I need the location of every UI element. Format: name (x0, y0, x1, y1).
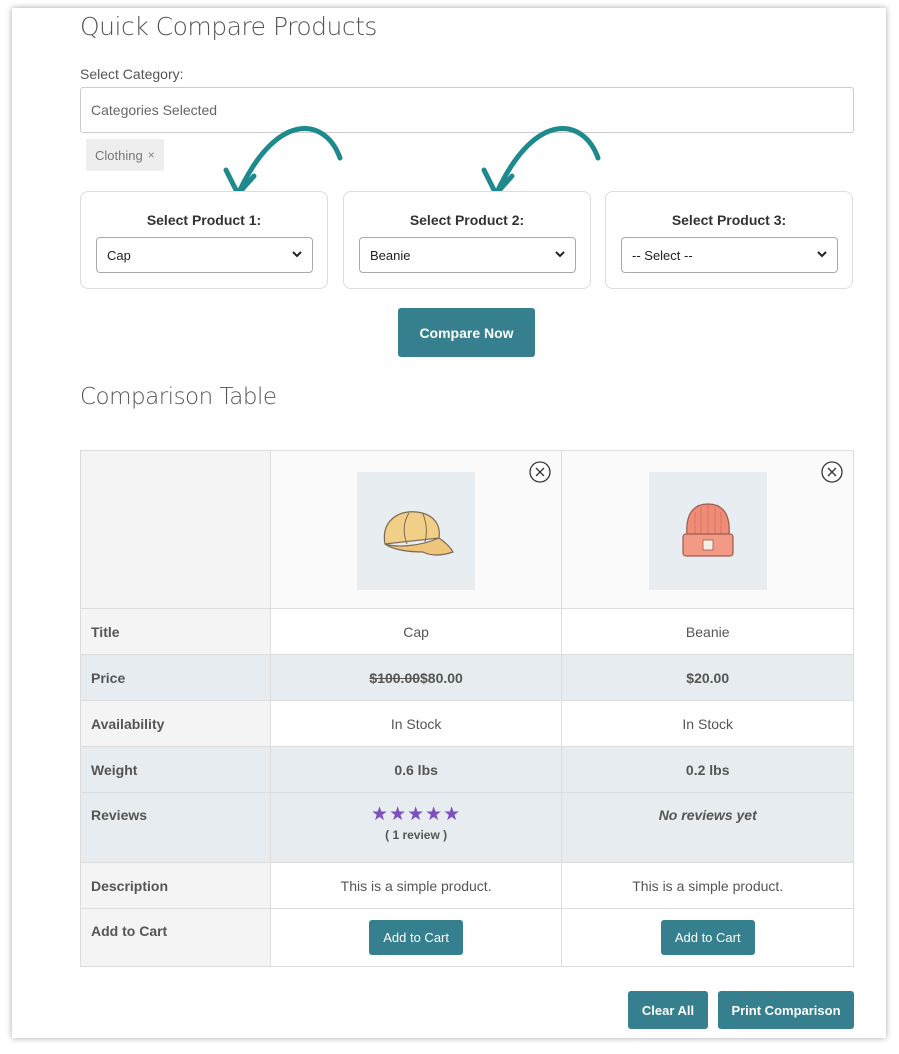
table-row-description: Description This is a simple product. Th… (80, 862, 854, 909)
product-image-cell (269, 450, 563, 609)
product-title: Beanie (561, 608, 854, 655)
product-reviews: No reviews yet (561, 792, 854, 863)
product-selector-1: Select Product 1: Cap (80, 191, 328, 289)
cap-icon (383, 511, 454, 556)
category-tag: Clothing × (86, 139, 164, 171)
print-comparison-button[interactable]: Print Comparison (718, 991, 854, 1029)
chevron-down-icon (292, 251, 302, 258)
select-value: Beanie (370, 248, 411, 263)
product-title: Cap (269, 608, 563, 655)
select-value: -- Select -- (632, 248, 693, 263)
cart-cell: Add to Cart (269, 908, 563, 967)
beanie-icon (682, 503, 734, 557)
product-weight: 0.6 lbs (269, 746, 563, 793)
product-availability: In Stock (561, 700, 854, 747)
product-price: $100.00$80.00 (269, 654, 563, 701)
sale-price: $80.00 (420, 669, 463, 686)
curved-arrow-icon (223, 126, 343, 197)
product-2-select[interactable]: Beanie (359, 237, 576, 273)
add-to-cart-button[interactable]: Add to Cart (369, 920, 463, 955)
beanie-image (648, 472, 767, 590)
table-row-availability: Availability In Stock In Stock (80, 700, 854, 747)
product-3-select[interactable]: -- Select -- (621, 237, 838, 273)
product-availability: In Stock (269, 700, 563, 747)
remove-product-icon[interactable] (821, 461, 843, 483)
table-row-reviews: Reviews ★★★★★ ( 1 review ) No reviews ye… (80, 792, 854, 863)
product-reviews: ★★★★★ ( 1 review ) (269, 792, 563, 863)
table-row-title: Title Cap Beanie (80, 608, 854, 655)
comparison-table-title: Comparison Table (80, 384, 277, 410)
remove-product-icon[interactable] (529, 461, 552, 483)
product-selector-label: Select Product 1: (146, 212, 262, 228)
chevron-down-icon (817, 251, 827, 258)
product-description: This is a simple product. (269, 862, 563, 909)
compare-now-button[interactable]: Compare Now (398, 308, 535, 357)
category-tag-label: Clothing (95, 147, 143, 163)
comparison-table: Title Cap Beanie Price $100.00$80.00 $20… (80, 450, 854, 967)
product-selector-label: Select Product 2: (409, 212, 525, 228)
select-value: Cap (107, 248, 131, 263)
product-description: This is a simple product. (561, 862, 854, 909)
clear-all-button[interactable]: Clear All (628, 991, 708, 1029)
cart-cell: Add to Cart (561, 908, 854, 967)
row-label: Availability (80, 700, 271, 747)
cap-image (357, 472, 476, 590)
table-row-weight: Weight 0.6 lbs 0.2 lbs (80, 746, 854, 793)
table-row-images (80, 450, 854, 609)
chevron-down-icon (555, 251, 565, 258)
row-label: Description (80, 862, 271, 909)
add-to-cart-button[interactable]: Add to Cart (660, 920, 755, 955)
review-count: ( 1 review ) (385, 828, 448, 842)
product-price: $20.00 (561, 654, 854, 701)
product-selector-2: Select Product 2: Beanie (343, 191, 591, 289)
row-label: Add to Cart (80, 908, 271, 967)
curved-arrow-icon (481, 126, 601, 197)
row-label: Price (80, 654, 271, 701)
product-weight: 0.2 lbs (561, 746, 854, 793)
row-label: Reviews (80, 792, 271, 863)
product-1-select[interactable]: Cap (96, 237, 313, 273)
product-selector-3: Select Product 3: -- Select -- (605, 191, 853, 289)
category-input[interactable]: Categories Selected (80, 87, 854, 133)
row-label: Title (80, 608, 271, 655)
row-label: Weight (80, 746, 271, 793)
page-title: Quick Compare Products (80, 12, 377, 41)
category-label: Select Category: (80, 66, 184, 82)
old-price: $100.00 (369, 669, 421, 686)
product-selector-label: Select Product 3: (671, 212, 787, 228)
product-image-cell (561, 450, 854, 609)
star-rating-icon: ★★★★★ (371, 804, 462, 825)
empty-header-cell (80, 450, 271, 609)
tag-remove-icon[interactable]: × (147, 148, 155, 162)
table-row-add-to-cart: Add to Cart Add to Cart Add to Cart (80, 908, 854, 967)
table-row-price: Price $100.00$80.00 $20.00 (80, 654, 854, 701)
